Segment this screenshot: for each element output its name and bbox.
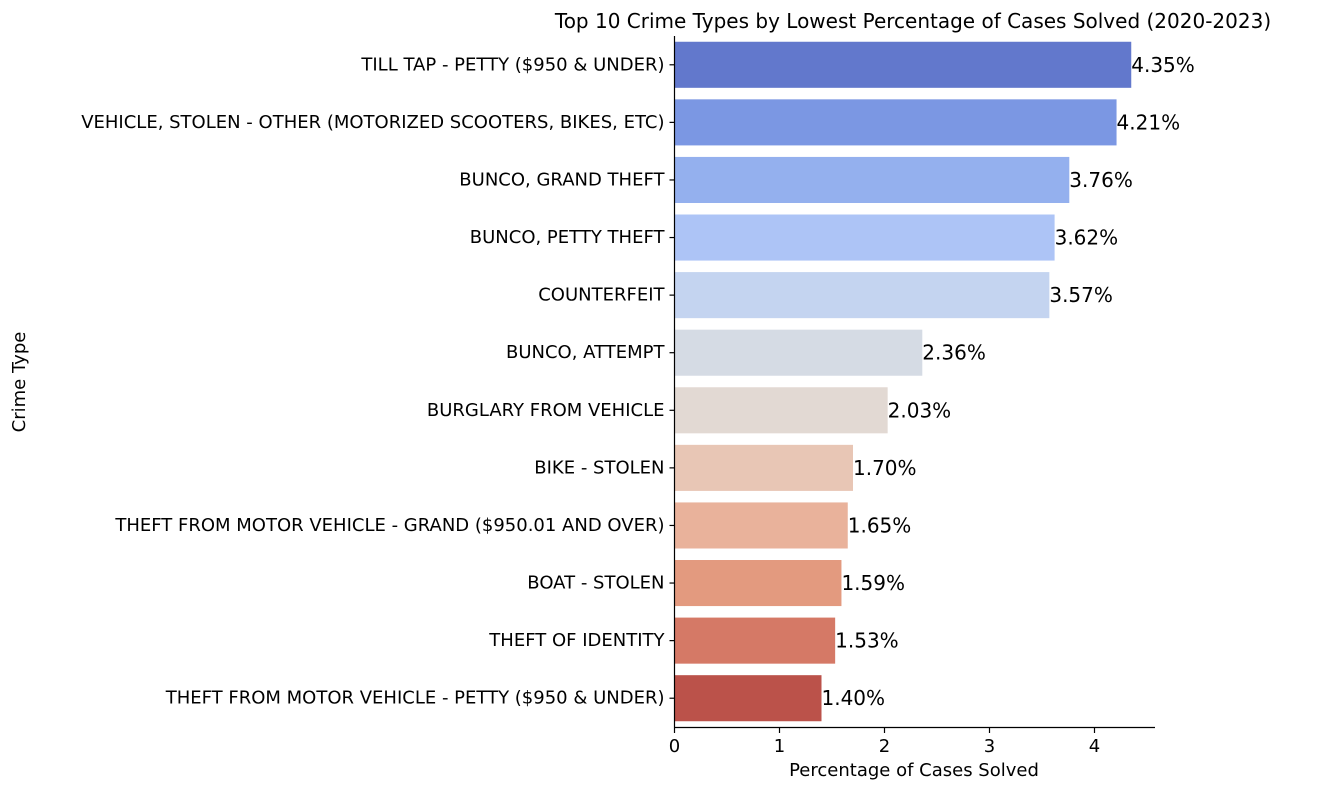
bar — [674, 675, 822, 722]
data-label: 1.53% — [835, 629, 899, 653]
data-label: 1.65% — [848, 513, 912, 537]
data-labels: 4.35% 4.21% 3.76% 3.62% 3.57% 2.36% 2.03% 1.70%… — [822, 53, 1195, 710]
bar — [674, 156, 1070, 203]
data-label: 3.57% — [1049, 283, 1113, 307]
data-label: 3.76% — [1069, 168, 1133, 192]
category-label: COUNTERFEIT — [538, 285, 665, 306]
category-label: BUNCO, GRAND THEFT — [459, 169, 665, 190]
data-label: 2.03% — [888, 398, 952, 422]
category-label: THEFT FROM MOTOR VEHICLE - GRAND ($950.0… — [114, 515, 664, 536]
category-label: BUNCO, ATTEMPT — [506, 342, 666, 363]
x-tick-label: 0 — [669, 736, 680, 757]
category-label: BUNCO, PETTY THEFT — [470, 227, 666, 248]
category-labels: TILL TAP - PETTY ($950 & UNDER) VEHICLE, … — [81, 54, 665, 708]
bar — [674, 329, 923, 376]
category-label: THEFT OF IDENTITY — [488, 630, 665, 651]
category-label: BIKE - STOLEN — [534, 457, 664, 478]
chart-title: Top 10 Crime Types by Lowest Percentage … — [554, 9, 1271, 33]
bar — [674, 502, 848, 549]
bar — [674, 99, 1117, 146]
x-tick-label: 4 — [1089, 736, 1100, 757]
data-label: 1.40% — [822, 686, 886, 710]
x-tick-label: 3 — [984, 736, 995, 757]
x-tick-label: 2 — [879, 736, 890, 757]
x-tick-label: 1 — [774, 736, 785, 757]
bars-layer — [674, 41, 1132, 722]
category-label: VEHICLE, STOLEN - OTHER (MOTORIZED SCOOT… — [81, 112, 664, 133]
bar — [674, 41, 1132, 88]
category-label: BOAT - STOLEN — [527, 573, 664, 594]
y-axis-title: Crime Type — [9, 332, 30, 433]
data-label: 4.21% — [1117, 110, 1181, 134]
bar — [674, 617, 836, 664]
data-label: 1.59% — [841, 571, 905, 595]
bar — [674, 214, 1055, 261]
bar — [674, 444, 853, 491]
bar — [674, 272, 1050, 319]
category-label: TILL TAP - PETTY ($950 & UNDER) — [360, 54, 664, 75]
bar — [674, 560, 842, 607]
data-label: 2.36% — [922, 341, 986, 365]
bar — [674, 387, 888, 434]
data-label: 4.35% — [1131, 53, 1195, 77]
data-label: 1.70% — [853, 456, 917, 480]
category-label: BURGLARY FROM VEHICLE — [427, 400, 665, 421]
x-axis-ticks: 0 1 2 3 4 — [669, 64, 1100, 757]
category-label: THEFT FROM MOTOR VEHICLE - PETTY ($950 &… — [165, 688, 665, 709]
data-label: 3.62% — [1055, 226, 1119, 250]
x-axis-title: Percentage of Cases Solved — [789, 760, 1039, 781]
